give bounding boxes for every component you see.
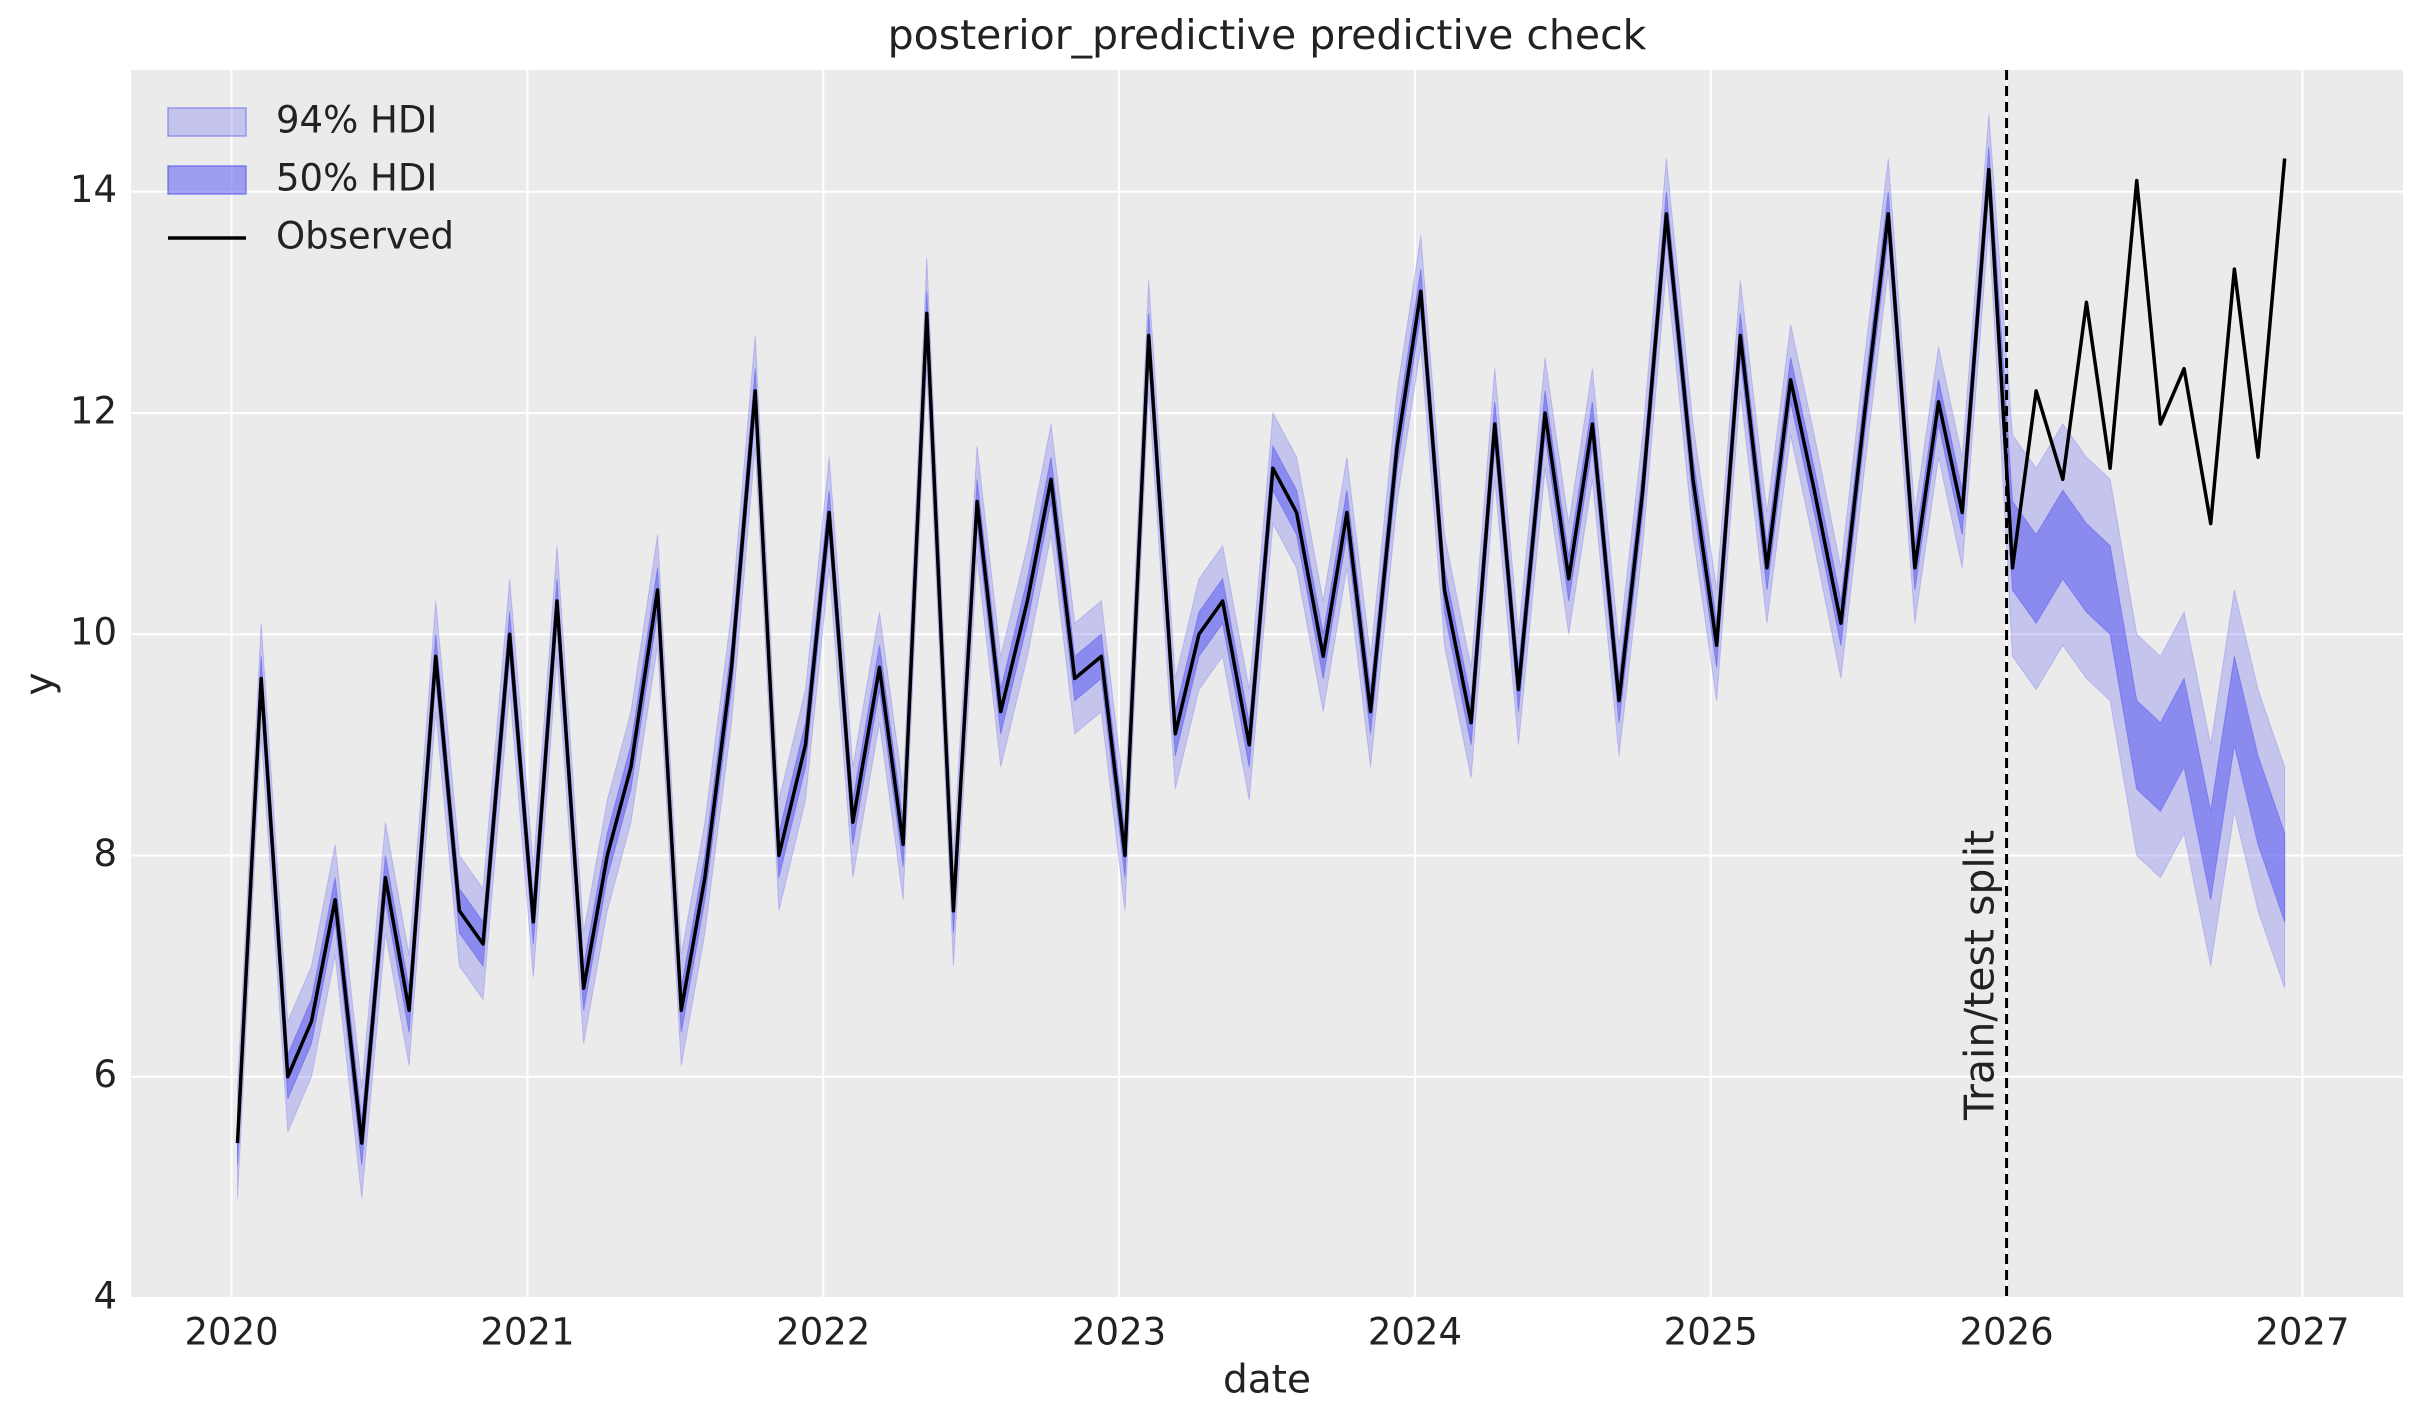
legend-swatch xyxy=(167,165,247,195)
hdi-band xyxy=(237,114,2286,1199)
observed-line xyxy=(235,158,2287,1145)
x-tick-label: 2027 xyxy=(2255,1311,2349,1354)
legend-label: Observed xyxy=(276,215,454,258)
x-tick-label: 2021 xyxy=(480,1311,574,1354)
legend-swatch xyxy=(167,107,247,137)
marks: Train/test split xyxy=(235,70,2287,1298)
x-tick-label: 2024 xyxy=(1368,1311,1462,1354)
y-axis-label: y xyxy=(18,672,63,695)
split-label: Train/test split xyxy=(1956,830,2004,1121)
grid: 4 6 8 10 12 14 2020 2021 2022 2023 2024 2025 2026 202… xyxy=(70,70,2403,1354)
x-tick-label: 2020 xyxy=(184,1311,278,1354)
y-tick-label: 6 xyxy=(93,1053,117,1096)
x-tick-label: 2022 xyxy=(776,1311,870,1354)
x-axis-label: date xyxy=(1223,1358,1311,1403)
x-tick-label: 2026 xyxy=(1959,1311,2053,1354)
chart-title: posterior_predictive predictive check xyxy=(888,11,1647,59)
legend-label: 50% HDI xyxy=(276,157,437,200)
x-tick-label: 2025 xyxy=(1664,1311,1758,1354)
y-tick-label: 12 xyxy=(70,389,117,432)
legend: 94% HDI 50% HDI Observed xyxy=(167,99,454,258)
x-tick-label: 2023 xyxy=(1072,1311,1166,1354)
y-tick-label: 4 xyxy=(93,1275,117,1318)
y-tick-label: 14 xyxy=(70,168,117,211)
y-tick-label: 10 xyxy=(70,611,117,654)
legend-label: 94% HDI xyxy=(276,99,437,142)
y-tick-label: 8 xyxy=(93,832,117,875)
plot-area xyxy=(131,70,2403,1298)
